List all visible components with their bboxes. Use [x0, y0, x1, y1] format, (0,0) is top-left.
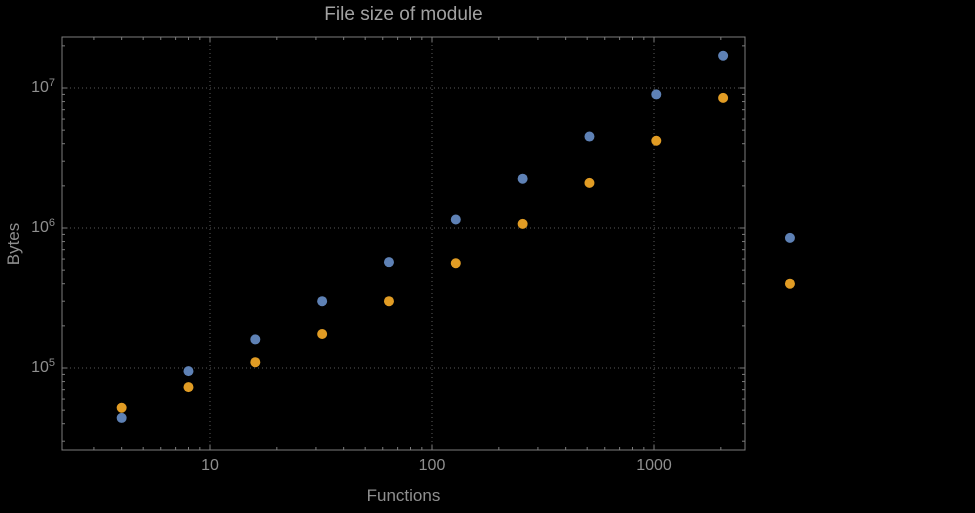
x-tick-label: 10 [201, 457, 219, 474]
plot-frame [61, 36, 746, 451]
x-tick-label: 1000 [636, 457, 672, 474]
data-point-blue-series [383, 257, 394, 268]
data-point-blue-series [317, 296, 328, 307]
data-point-blue-series [718, 50, 729, 61]
data-point-blue-series [183, 366, 194, 377]
chart-title: File size of module [324, 4, 483, 25]
data-point-blue-series [784, 232, 795, 243]
data-point-orange-series [183, 382, 194, 393]
data-point-blue-series [250, 334, 261, 345]
data-point-blue-series [651, 89, 662, 100]
y-tick-label: 107 [31, 76, 55, 97]
data-point-orange-series [718, 92, 729, 103]
x-axis-label: Functions [366, 486, 441, 505]
data-point-blue-series [517, 173, 528, 184]
data-point-orange-series [784, 278, 795, 289]
data-point-orange-series [584, 177, 595, 188]
data-point-orange-series [116, 402, 127, 413]
data-point-orange-series [383, 296, 394, 307]
data-point-orange-series [317, 328, 328, 339]
data-point-orange-series [250, 357, 261, 368]
data-point-blue-series [450, 214, 461, 225]
x-tick-labels: 10 100 1000 [0, 457, 975, 479]
y-tick-label: 106 [31, 216, 55, 237]
data-point-orange-series [450, 258, 461, 269]
x-tick-label: 100 [418, 457, 446, 474]
data-point-blue-series [116, 412, 127, 423]
y-tick-labels: 105 106 107 [0, 0, 55, 513]
y-tick-label: 105 [31, 356, 55, 377]
data-point-orange-series [517, 218, 528, 229]
data-point-blue-series [584, 131, 595, 142]
data-point-orange-series [651, 135, 662, 146]
